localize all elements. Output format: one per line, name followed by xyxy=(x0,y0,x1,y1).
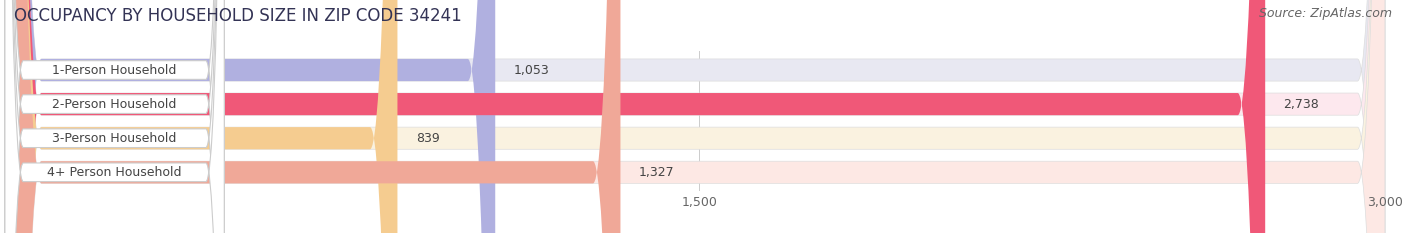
FancyBboxPatch shape xyxy=(14,0,620,233)
FancyBboxPatch shape xyxy=(4,0,225,233)
Text: OCCUPANCY BY HOUSEHOLD SIZE IN ZIP CODE 34241: OCCUPANCY BY HOUSEHOLD SIZE IN ZIP CODE … xyxy=(14,7,461,25)
FancyBboxPatch shape xyxy=(14,0,1385,233)
FancyBboxPatch shape xyxy=(14,0,1385,233)
Text: 1-Person Household: 1-Person Household xyxy=(52,64,177,76)
FancyBboxPatch shape xyxy=(4,0,225,233)
FancyBboxPatch shape xyxy=(4,0,225,233)
Text: Source: ZipAtlas.com: Source: ZipAtlas.com xyxy=(1258,7,1392,20)
Text: 1,327: 1,327 xyxy=(638,166,675,179)
FancyBboxPatch shape xyxy=(14,0,1265,233)
Text: 4+ Person Household: 4+ Person Household xyxy=(48,166,181,179)
Text: 1,053: 1,053 xyxy=(513,64,550,76)
FancyBboxPatch shape xyxy=(14,0,398,233)
FancyBboxPatch shape xyxy=(14,0,1385,233)
FancyBboxPatch shape xyxy=(14,0,1385,233)
Text: 2-Person Household: 2-Person Household xyxy=(52,98,177,111)
Text: 839: 839 xyxy=(416,132,440,145)
Text: 2,738: 2,738 xyxy=(1284,98,1319,111)
FancyBboxPatch shape xyxy=(4,0,225,233)
FancyBboxPatch shape xyxy=(14,0,495,233)
Text: 3-Person Household: 3-Person Household xyxy=(52,132,177,145)
